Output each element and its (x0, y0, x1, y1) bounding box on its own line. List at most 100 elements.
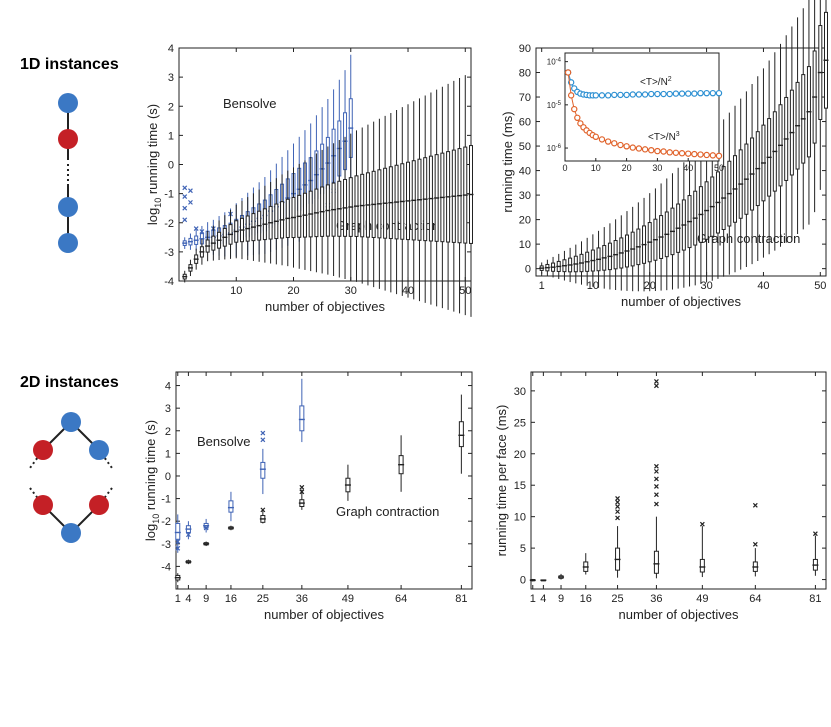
inset-point (604, 92, 612, 99)
row-label-2d: 2D instances (20, 374, 119, 391)
inset-point (660, 148, 667, 155)
inset-point (567, 92, 575, 99)
y-axis-label: log10 running time (s) (143, 420, 161, 541)
inset-x-tick-label: 30 (652, 163, 662, 173)
inset-point (703, 89, 710, 97)
inset-series (564, 69, 723, 160)
x-tick-label: 25 (611, 593, 623, 605)
inset-point (685, 150, 692, 157)
x-tick-label: 30 (345, 285, 357, 297)
y-tick-label: 1 (168, 130, 174, 142)
inset-y-tick-label: 10-5 (547, 101, 562, 110)
outlier-mark (752, 502, 758, 508)
inset-series-label: <T>/N2 (640, 76, 672, 88)
outlier-mark (615, 496, 620, 501)
inset-point (629, 144, 636, 151)
y-tick-label: 80 (519, 68, 531, 80)
inset-x-tick-label: 40 (683, 163, 693, 173)
plot-frame (530, 371, 827, 590)
outlier-mark (299, 489, 305, 495)
node-red (89, 495, 109, 515)
y-tick-label: -4 (161, 561, 171, 573)
inset-x-tick-label: 20 (622, 163, 632, 173)
node-blue (89, 440, 109, 460)
inset-point (697, 89, 704, 97)
inset-point (641, 146, 649, 153)
outlier-mark (199, 229, 205, 234)
inset-point (641, 91, 649, 98)
y-tick-label: 10 (519, 239, 531, 251)
inset-point (571, 105, 578, 113)
outlier-mark (812, 531, 818, 537)
inset-point (691, 150, 698, 158)
x-tick-label: 16 (225, 593, 237, 605)
outlier-mark (175, 539, 181, 544)
y-tick-label: 60 (519, 117, 531, 129)
series-graph-contraction (174, 394, 465, 583)
inset-y-tick-label: 10-4 (547, 58, 562, 67)
inset-point (623, 91, 630, 99)
node-red (58, 129, 78, 149)
y-tick-label: 20 (519, 215, 531, 227)
box-body (260, 461, 266, 479)
inset-y-tick-label: 10-6 (547, 144, 562, 153)
outlier-mark (653, 379, 659, 384)
y-tick-label: -2 (161, 516, 171, 528)
x-tick-label: 1 (175, 593, 181, 605)
outlier-mark (188, 199, 193, 205)
inset-point (635, 91, 643, 98)
x-tick-label: 81 (809, 593, 821, 605)
plot-frame (175, 371, 473, 590)
inset-point (574, 114, 581, 122)
inset-point (592, 133, 600, 141)
outlier-mark (615, 504, 620, 510)
inset-point (672, 90, 680, 97)
x-tick-label: 9 (203, 593, 209, 605)
box-body (653, 550, 659, 574)
outlier-mark (182, 205, 188, 211)
y-tick-label: 3 (168, 72, 174, 84)
outlier-mark (299, 484, 305, 490)
plot-frame (178, 47, 472, 282)
outlier-mark (182, 217, 188, 223)
chart-1d-runtime-ms: 1 10 20 30 40 50 0 10 20 30 40 50 60 70 80 90 number of … (500, 0, 829, 309)
outlier-mark (615, 499, 620, 505)
box-body (299, 405, 305, 432)
series-bensolve (174, 378, 305, 553)
inset-point (672, 149, 680, 156)
y-tick-label: 0 (165, 471, 171, 483)
series-graph-contraction (529, 379, 819, 582)
y-tick-label: -3 (161, 539, 171, 551)
x-tick-label: 9 (558, 593, 564, 605)
x-tick-label: 49 (342, 593, 354, 605)
inset-point (564, 69, 572, 76)
node-blue (58, 93, 78, 113)
inset-point (611, 91, 618, 99)
y-axis-label: log10 running time (s) (145, 104, 163, 225)
y-tick-label: 4 (168, 43, 174, 55)
y-tick-label: 30 (514, 386, 526, 398)
y-tick-label: 25 (514, 417, 526, 429)
outlier-mark (188, 188, 193, 194)
y-tick-label: -1 (164, 189, 174, 201)
inset-point (691, 90, 698, 97)
y-tick-label: -2 (164, 218, 174, 230)
inset-chart: 0 10 20 30 40 50 10-4 10-5 10-6 <T>/N2 <T>/N3 (547, 52, 724, 173)
y-tick-label: 70 (519, 92, 531, 104)
inset-point (685, 90, 692, 97)
y-tick-label: 0 (168, 160, 174, 172)
inset-point (660, 90, 667, 98)
outlier-mark (260, 507, 266, 513)
grid-2d-diagram (29, 412, 113, 543)
inset-point (715, 152, 723, 160)
x-tick-label: 64 (749, 593, 761, 605)
outlier-mark (203, 525, 209, 531)
y-tick-label: 5 (520, 543, 526, 555)
x-tick-label: 20 (287, 285, 299, 297)
x-tick-label: 81 (455, 593, 467, 605)
x-tick-label: 30 (700, 280, 712, 292)
inset-point (648, 146, 655, 154)
y-tick-label: -4 (164, 276, 174, 288)
